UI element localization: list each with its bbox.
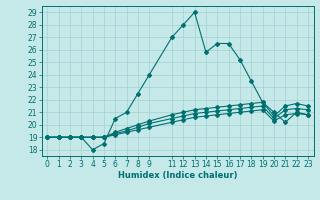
X-axis label: Humidex (Indice chaleur): Humidex (Indice chaleur) [118, 171, 237, 180]
